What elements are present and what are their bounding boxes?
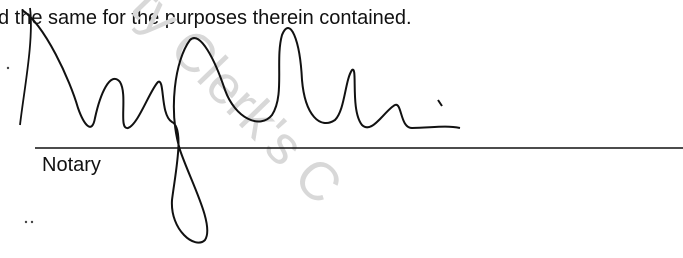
document-page: d the same for the purposes therein cont… <box>0 0 683 258</box>
page: d the same for the purposes therein cont… <box>0 0 683 258</box>
speck <box>25 221 27 223</box>
signature-label: Notary <box>42 154 101 176</box>
background <box>0 0 683 258</box>
speck <box>31 221 33 223</box>
speck <box>7 67 9 69</box>
